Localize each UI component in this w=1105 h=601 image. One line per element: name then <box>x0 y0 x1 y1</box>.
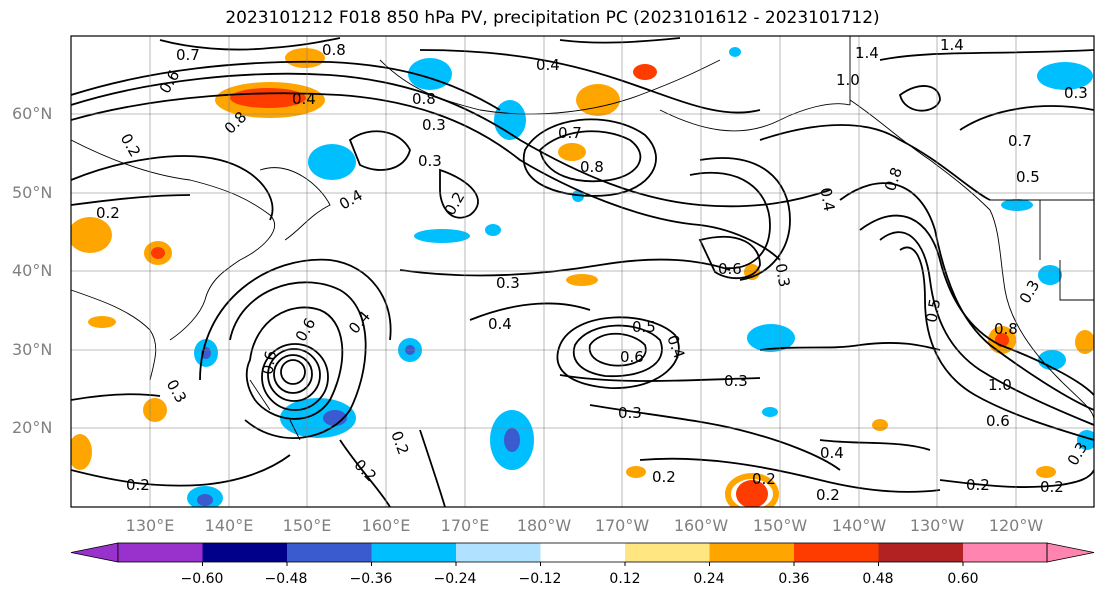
lon-label: 120°W <box>988 516 1044 535</box>
lon-label: 140°W <box>831 516 887 535</box>
colorbar-tick-label: 0.12 <box>609 571 641 587</box>
contour-label: 0.8 <box>412 90 436 108</box>
lon-label: 130°W <box>909 516 965 535</box>
contour-label: 0.8 <box>881 165 906 194</box>
colorbar-segment <box>540 543 625 562</box>
colorbar-tick-label: 0.36 <box>778 571 810 587</box>
contour-label: 0.4 <box>663 333 688 362</box>
contour-label: 0.4 <box>820 444 844 462</box>
contour-label: 0.4 <box>292 90 316 108</box>
colorbar-segment <box>202 543 287 562</box>
colorbar-tick-label: −0.48 <box>264 571 308 587</box>
lat-label: 30°N <box>12 340 53 359</box>
contour-label: 0.3 <box>618 404 642 422</box>
lon-label: 170°W <box>594 516 650 535</box>
contour-label: 0.4 <box>536 56 560 74</box>
contour-label: 0.5 <box>632 318 656 336</box>
colorbar-tick-label: −0.12 <box>518 571 562 587</box>
lon-label: 140°E <box>204 516 254 535</box>
map-title: 2023101212 F018 850 hPa PV, precipitatio… <box>225 8 880 28</box>
contour-label: 0.4 <box>345 308 374 338</box>
colorbar-extend-high <box>1046 542 1095 563</box>
contour-label: 0.2 <box>966 476 990 494</box>
contour-label: 0.6 <box>258 349 280 376</box>
contour-label: 0.4 <box>816 186 838 213</box>
colorbar-segment <box>456 543 541 562</box>
contour-label: 0.7 <box>558 124 582 142</box>
contour-label: 0.2 <box>387 429 412 458</box>
contour-label: 1.4 <box>940 36 964 54</box>
contour-label: 0.2 <box>126 476 150 494</box>
colorbar-tick-label: 0.48 <box>862 571 894 587</box>
colorbar-extend-low <box>70 542 119 563</box>
contour-label: 1.4 <box>855 44 879 62</box>
colorbar-segment <box>118 543 203 562</box>
contour-label: 1.0 <box>988 376 1012 394</box>
contour-label: 0.2 <box>1040 478 1064 496</box>
contour-label: 0.3 <box>163 376 191 406</box>
lat-label: 20°N <box>12 418 53 437</box>
colorbar-tick-label: −0.24 <box>433 571 477 587</box>
contour-label: 0.2 <box>117 130 145 160</box>
lon-label: 150°E <box>282 516 332 535</box>
contour-label: 0.3 <box>772 262 794 289</box>
contour-label: 0.8 <box>994 320 1018 338</box>
contour-label: 0.2 <box>752 470 776 488</box>
colorbar-segment <box>625 543 710 562</box>
contour-label: 0.7 <box>176 46 200 64</box>
colorbar-segment <box>878 543 963 562</box>
lon-label: 160°W <box>673 516 729 535</box>
contour-label: 0.3 <box>422 116 446 134</box>
colorbar-segment <box>371 543 456 562</box>
contour-label: 0.6 <box>986 412 1010 430</box>
colorbar-segment <box>794 543 879 562</box>
lon-label: 150°W <box>752 516 808 535</box>
colorbar-tick-label: 0.24 <box>693 571 725 587</box>
lat-label: 50°N <box>12 183 53 202</box>
graticule <box>71 36 1094 507</box>
contour-label: 0.4 <box>336 186 366 214</box>
contour-label: 0.3 <box>1064 84 1088 102</box>
colorbar-segment <box>963 543 1047 562</box>
contour-label: 0.3 <box>1016 277 1044 307</box>
lon-label: 160°E <box>361 516 411 535</box>
contour-label: 0.6 <box>292 315 320 345</box>
contour-label: 0.2 <box>816 486 840 504</box>
colorbar-segment <box>709 543 794 562</box>
contour-label: 0.8 <box>322 41 346 59</box>
contour-label: 0.2 <box>96 204 120 222</box>
contour-label: 0.6 <box>718 260 742 278</box>
contour-label: 0.4 <box>488 315 512 333</box>
colorbar-tick-label: −0.60 <box>180 571 224 587</box>
contour-label: 0.5 <box>922 297 944 324</box>
lon-label: 130°E <box>125 516 175 535</box>
contour-label: 0.7 <box>1008 132 1032 150</box>
contour-label: 0.3 <box>418 152 442 170</box>
contour-label: 0.3 <box>724 372 748 390</box>
colorbar-tick-label: −0.36 <box>349 571 393 587</box>
lon-label: 170°E <box>440 516 490 535</box>
contour-label: 1.0 <box>836 71 860 89</box>
contour-label: 0.3 <box>496 274 520 292</box>
lat-label: 60°N <box>12 104 53 123</box>
contour-label: 0.2 <box>652 468 676 486</box>
lat-label: 40°N <box>12 261 53 280</box>
contour-label: 0.6 <box>156 67 184 97</box>
colorbar <box>70 542 1095 566</box>
map-frame <box>70 35 1095 508</box>
contour-label: 0.5 <box>1016 168 1040 186</box>
colorbar-segment <box>287 543 372 562</box>
colorbar-tick-label: 0.60 <box>947 571 979 587</box>
lon-label: 180°W <box>516 516 572 535</box>
contour-label: 0.6 <box>620 348 644 366</box>
pv-contours <box>71 37 1094 507</box>
precip-shading <box>71 47 1094 507</box>
contour-label: 0.8 <box>580 158 604 176</box>
colorbar-outline <box>117 542 1048 563</box>
